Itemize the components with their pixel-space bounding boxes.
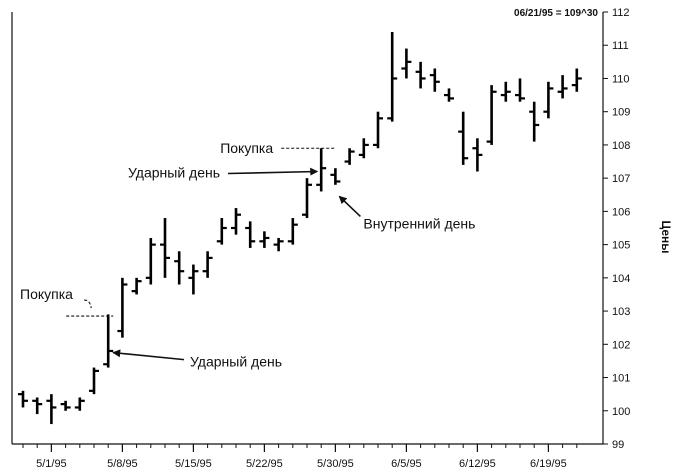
x-tick-label: 6/12/95: [459, 458, 496, 470]
y-tick-label: 107: [612, 173, 630, 185]
ohlc-bar: [500, 81, 511, 102]
ohlc-bar: [401, 48, 412, 79]
ohlc-bar: [486, 85, 497, 145]
ohlc-bar: [32, 397, 43, 415]
x-tick-label: 5/8/95: [107, 458, 138, 470]
y-tick-label: 106: [612, 206, 630, 218]
ohlc-bar: [373, 111, 383, 149]
ohlc-bar: [458, 111, 469, 165]
annotation-label: Ударный день: [128, 165, 220, 181]
ohlc-bar: [543, 81, 554, 119]
y-tick-label: 105: [612, 240, 630, 252]
ohlc-bar: [529, 101, 540, 142]
y-tick-label: 104: [612, 273, 630, 285]
annotation-label: Покупка: [20, 286, 73, 302]
annotation-buy: Покупка: [220, 140, 337, 156]
ohlc-bar: [18, 390, 28, 408]
ohlc-bar: [245, 221, 256, 248]
y-tick-label: 109: [612, 107, 630, 119]
annotation-label: Покупка: [220, 140, 273, 156]
ohlc-bar: [89, 367, 99, 395]
ohlc-bar: [444, 88, 454, 102]
x-tick-label: 5/22/95: [246, 458, 283, 470]
ohlc-bar: [571, 68, 582, 92]
y-tick-label: 108: [612, 140, 630, 152]
ohlc-bar: [174, 251, 185, 285]
ohlc-bar: [557, 75, 568, 99]
x-tick-label: 5/1/95: [36, 458, 67, 470]
ohlc-bar: [60, 400, 71, 411]
ohlc-bar: [188, 264, 199, 295]
ohlc-bar: [231, 208, 241, 235]
annotation-label: Внутренний день: [363, 215, 475, 231]
ohlc-bar: [145, 237, 156, 285]
ohlc-bar: [259, 231, 270, 248]
y-tick-label: 110: [612, 73, 630, 85]
ohlc-bar: [302, 178, 312, 219]
y-tick-label: 112: [612, 7, 630, 19]
ohlc-bar: [344, 148, 355, 165]
y-tick-label: 103: [612, 306, 630, 318]
thrust-arrow: [227, 167, 319, 176]
ohlc-bar: [358, 138, 369, 159]
y-axis-label: Цены: [659, 220, 673, 253]
annotation-buy: Покупка: [20, 286, 114, 317]
y-tick-label: 99: [612, 439, 624, 451]
chart-header: 06/21/95 = 109^30: [514, 8, 598, 19]
ohlc-bar: [216, 218, 227, 245]
inside-arrow: [338, 195, 361, 218]
thrust-arrow: [112, 349, 185, 361]
ohlc-bar: [429, 68, 440, 92]
ohlc-bar: [287, 218, 298, 245]
ohlc-bar: [330, 168, 341, 185]
y-tick-label: 102: [612, 339, 630, 351]
annotation-inside: Внутренний день: [338, 195, 475, 231]
ohlc-bar: [131, 277, 142, 295]
x-tick-label: 5/15/95: [175, 458, 212, 470]
chart-axes: 99 100 101 102 103 104 105 106 107 108 109 110 111 11…: [11, 7, 630, 470]
annotation-thrust: Ударный день: [128, 165, 319, 181]
ohlc-bar: [515, 78, 525, 102]
x-tick-label: 6/19/95: [530, 458, 567, 470]
buy-pointer: [84, 299, 92, 309]
x-tick-label: 6/5/95: [391, 458, 422, 470]
ohlc-bar: [46, 394, 57, 425]
annotation-thrust: Ударный день: [112, 349, 282, 370]
price-bars: [18, 31, 582, 425]
ohlc-bar: [316, 148, 327, 192]
ohlc-bar: [472, 138, 483, 172]
ohlc-bar: [273, 237, 284, 252]
y-tick-label: 111: [612, 40, 629, 52]
y-tick-label: 101: [612, 373, 630, 385]
annotation-label: Ударный день: [190, 354, 282, 370]
ohlc-bar: [117, 277, 128, 338]
ohlc-bar: [387, 31, 398, 122]
ohlc-bar: [202, 251, 213, 278]
ohlc-bar: [103, 314, 114, 368]
x-tick-label: 5/30/95: [317, 458, 354, 470]
y-tick-label: 100: [612, 406, 630, 418]
ohlc-bar: [74, 397, 85, 411]
ohlc-bar: [160, 218, 170, 278]
ohlc-bar: [415, 61, 426, 89]
